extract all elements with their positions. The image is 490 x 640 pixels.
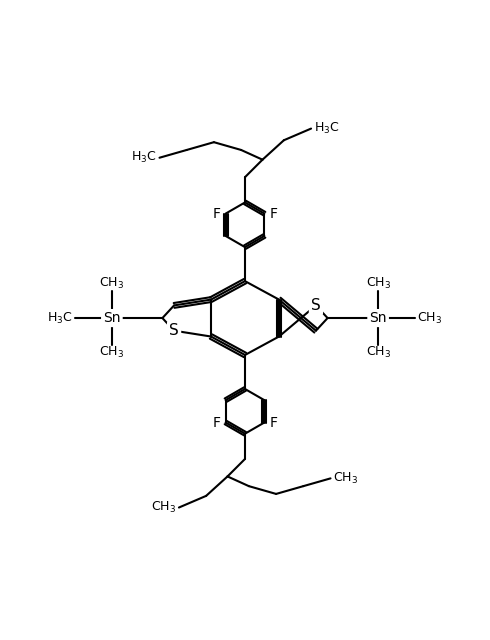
Text: H$_3$C: H$_3$C [48,310,73,326]
Text: CH$_3$: CH$_3$ [366,345,391,360]
Text: H$_3$C: H$_3$C [314,121,340,136]
Text: CH$_3$: CH$_3$ [333,471,359,486]
Text: Sn: Sn [369,311,387,325]
Text: CH$_3$: CH$_3$ [151,500,176,515]
Text: S: S [311,298,321,313]
Text: Sn: Sn [103,311,121,325]
Text: CH$_3$: CH$_3$ [366,276,391,291]
Text: F: F [213,207,221,221]
Text: CH$_3$: CH$_3$ [99,345,124,360]
Text: F: F [269,415,277,429]
Text: F: F [269,207,277,221]
Text: CH$_3$: CH$_3$ [417,310,442,326]
Text: S: S [169,323,179,338]
Text: H$_3$C: H$_3$C [131,150,157,165]
Text: F: F [213,415,221,429]
Text: CH$_3$: CH$_3$ [99,276,124,291]
